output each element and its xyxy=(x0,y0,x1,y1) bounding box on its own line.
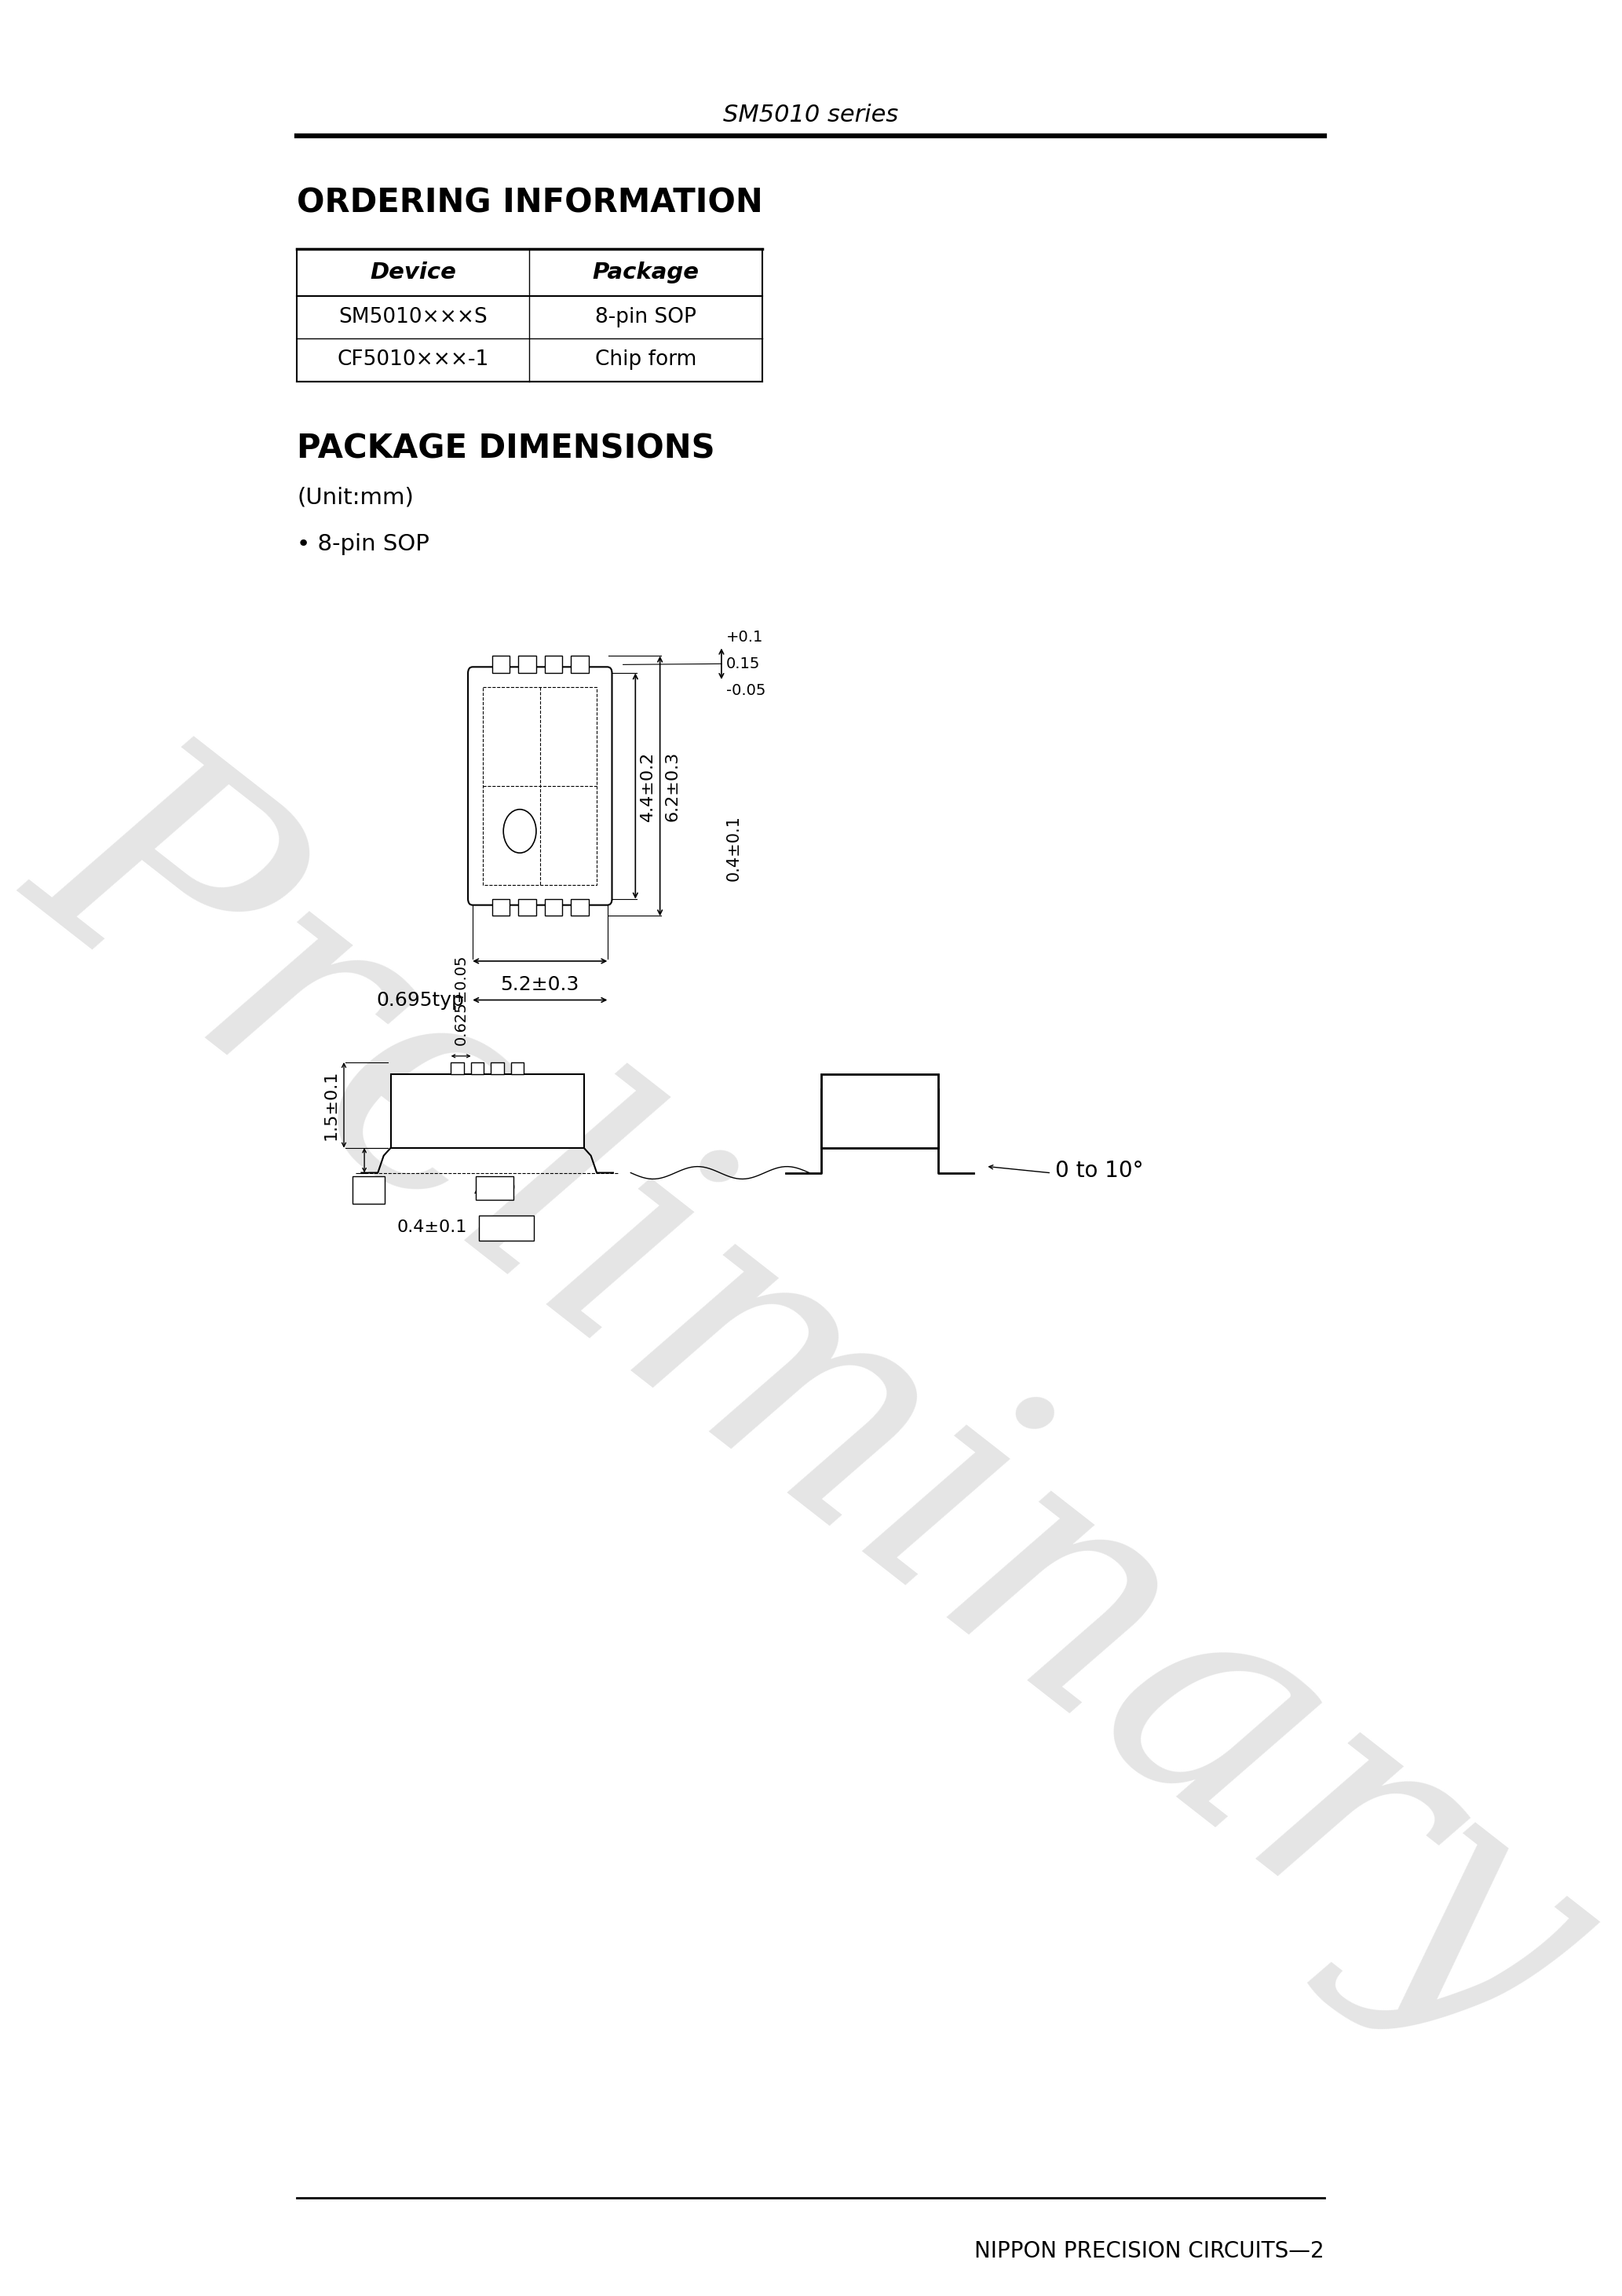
Bar xyxy=(470,1063,483,1075)
Bar xyxy=(545,657,563,673)
Text: Chip form: Chip form xyxy=(595,349,697,370)
Text: △0.10: △0.10 xyxy=(474,1180,516,1196)
Bar xyxy=(391,1075,584,1148)
Text: -0.05: -0.05 xyxy=(727,684,766,698)
Bar xyxy=(545,898,563,916)
Bar xyxy=(491,1063,504,1075)
Text: CF5010×××-1: CF5010×××-1 xyxy=(337,349,490,370)
Text: ORDERING INFORMATION: ORDERING INFORMATION xyxy=(297,186,764,220)
Text: 0.4±0.1: 0.4±0.1 xyxy=(727,815,741,882)
Text: NIPPON PRECISION CIRCUITS—2: NIPPON PRECISION CIRCUITS—2 xyxy=(975,2241,1324,2262)
Text: • 8-pin SOP: • 8-pin SOP xyxy=(297,533,430,556)
Bar xyxy=(475,1176,514,1201)
Bar xyxy=(491,657,509,673)
Text: Package: Package xyxy=(592,262,699,282)
Text: SM5010 series: SM5010 series xyxy=(723,103,899,126)
FancyBboxPatch shape xyxy=(469,666,611,905)
Bar xyxy=(519,657,535,673)
Bar xyxy=(511,1063,524,1075)
Bar xyxy=(491,898,509,916)
Text: Ø0.12 Ⓜ: Ø0.12 Ⓜ xyxy=(478,1221,534,1235)
Text: 0.625±0.05: 0.625±0.05 xyxy=(454,955,469,1045)
Bar xyxy=(571,657,589,673)
Bar xyxy=(297,248,762,381)
Text: SM5010×××S: SM5010×××S xyxy=(339,308,488,328)
Text: 0.695typ: 0.695typ xyxy=(376,990,464,1010)
Text: Device: Device xyxy=(370,262,456,282)
Text: 6.2±0.3: 6.2±0.3 xyxy=(665,751,680,822)
Text: +0.1: +0.1 xyxy=(727,629,764,645)
Bar xyxy=(519,898,535,916)
Bar xyxy=(451,1063,464,1075)
Bar xyxy=(478,1215,534,1240)
Text: 5.2±0.3: 5.2±0.3 xyxy=(501,976,579,994)
Text: 0.4±0.1: 0.4±0.1 xyxy=(396,1219,467,1235)
Text: 1.7: 1.7 xyxy=(355,1182,383,1199)
Text: PACKAGE DIMENSIONS: PACKAGE DIMENSIONS xyxy=(297,432,715,464)
Text: 0 to 10°: 0 to 10° xyxy=(1054,1159,1144,1182)
Bar xyxy=(483,687,597,884)
Text: 8-pin SOP: 8-pin SOP xyxy=(595,308,696,328)
Text: Preliminary: Preliminary xyxy=(0,700,1622,2101)
Bar xyxy=(821,1075,938,1148)
Text: 1.5±0.1: 1.5±0.1 xyxy=(323,1070,339,1141)
Bar xyxy=(571,898,589,916)
Text: 4.4±0.2: 4.4±0.2 xyxy=(641,751,655,822)
Bar xyxy=(352,1176,384,1203)
Text: (Unit:mm): (Unit:mm) xyxy=(297,487,414,507)
Text: 0.15: 0.15 xyxy=(727,657,761,670)
